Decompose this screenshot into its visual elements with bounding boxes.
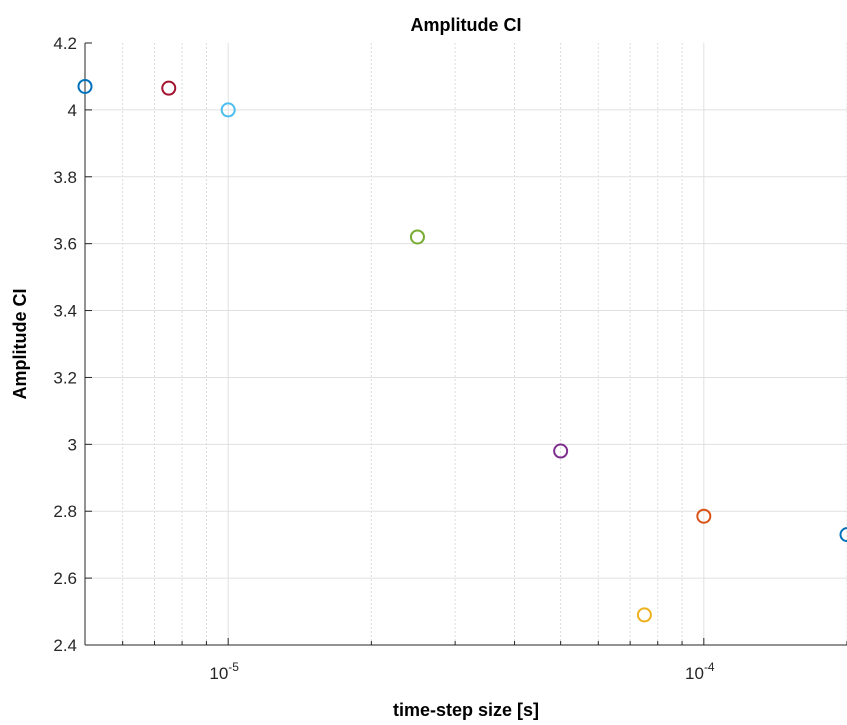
x-tick-label: 10-5 <box>209 660 239 683</box>
data-point <box>220 102 236 118</box>
data-point <box>696 508 712 524</box>
axes <box>84 43 847 646</box>
y-tick-label: 4.2 <box>53 34 77 53</box>
minor-gridlines <box>84 43 847 645</box>
y-tick-label: 3.6 <box>53 235 77 254</box>
y-tick-label: 3.4 <box>53 302 77 321</box>
y-tick-label: 2.4 <box>53 636 77 655</box>
data-point <box>839 527 847 543</box>
x-tick-label: 10-4 <box>685 660 715 683</box>
plot-area <box>85 43 847 645</box>
y-tick-label: 3.8 <box>53 168 77 187</box>
y-tick-label: 3 <box>68 435 77 454</box>
data-point <box>636 607 652 623</box>
major-gridlines <box>85 43 847 645</box>
data-point <box>553 443 569 459</box>
x-tick-labels: 10-5 10-4 <box>209 660 715 683</box>
y-tick-label: 2.6 <box>53 569 77 588</box>
y-tick-label: 3.2 <box>53 368 77 387</box>
chart-title: Amplitude CI <box>411 15 522 35</box>
y-axis-label: Amplitude CI <box>10 289 30 400</box>
data-point <box>409 229 425 245</box>
tick-marks <box>84 42 847 646</box>
x-axis-label: time-step size [s] <box>393 700 539 720</box>
y-tick-label: 4 <box>68 101 77 120</box>
data-point <box>161 80 177 96</box>
y-tick-label: 2.8 <box>53 502 77 521</box>
y-tick-labels: 2.4 2.6 2.8 3 3.2 3.4 3.6 3.8 4 4.2 <box>53 34 77 655</box>
data-point <box>77 78 93 94</box>
data-points <box>77 78 847 623</box>
